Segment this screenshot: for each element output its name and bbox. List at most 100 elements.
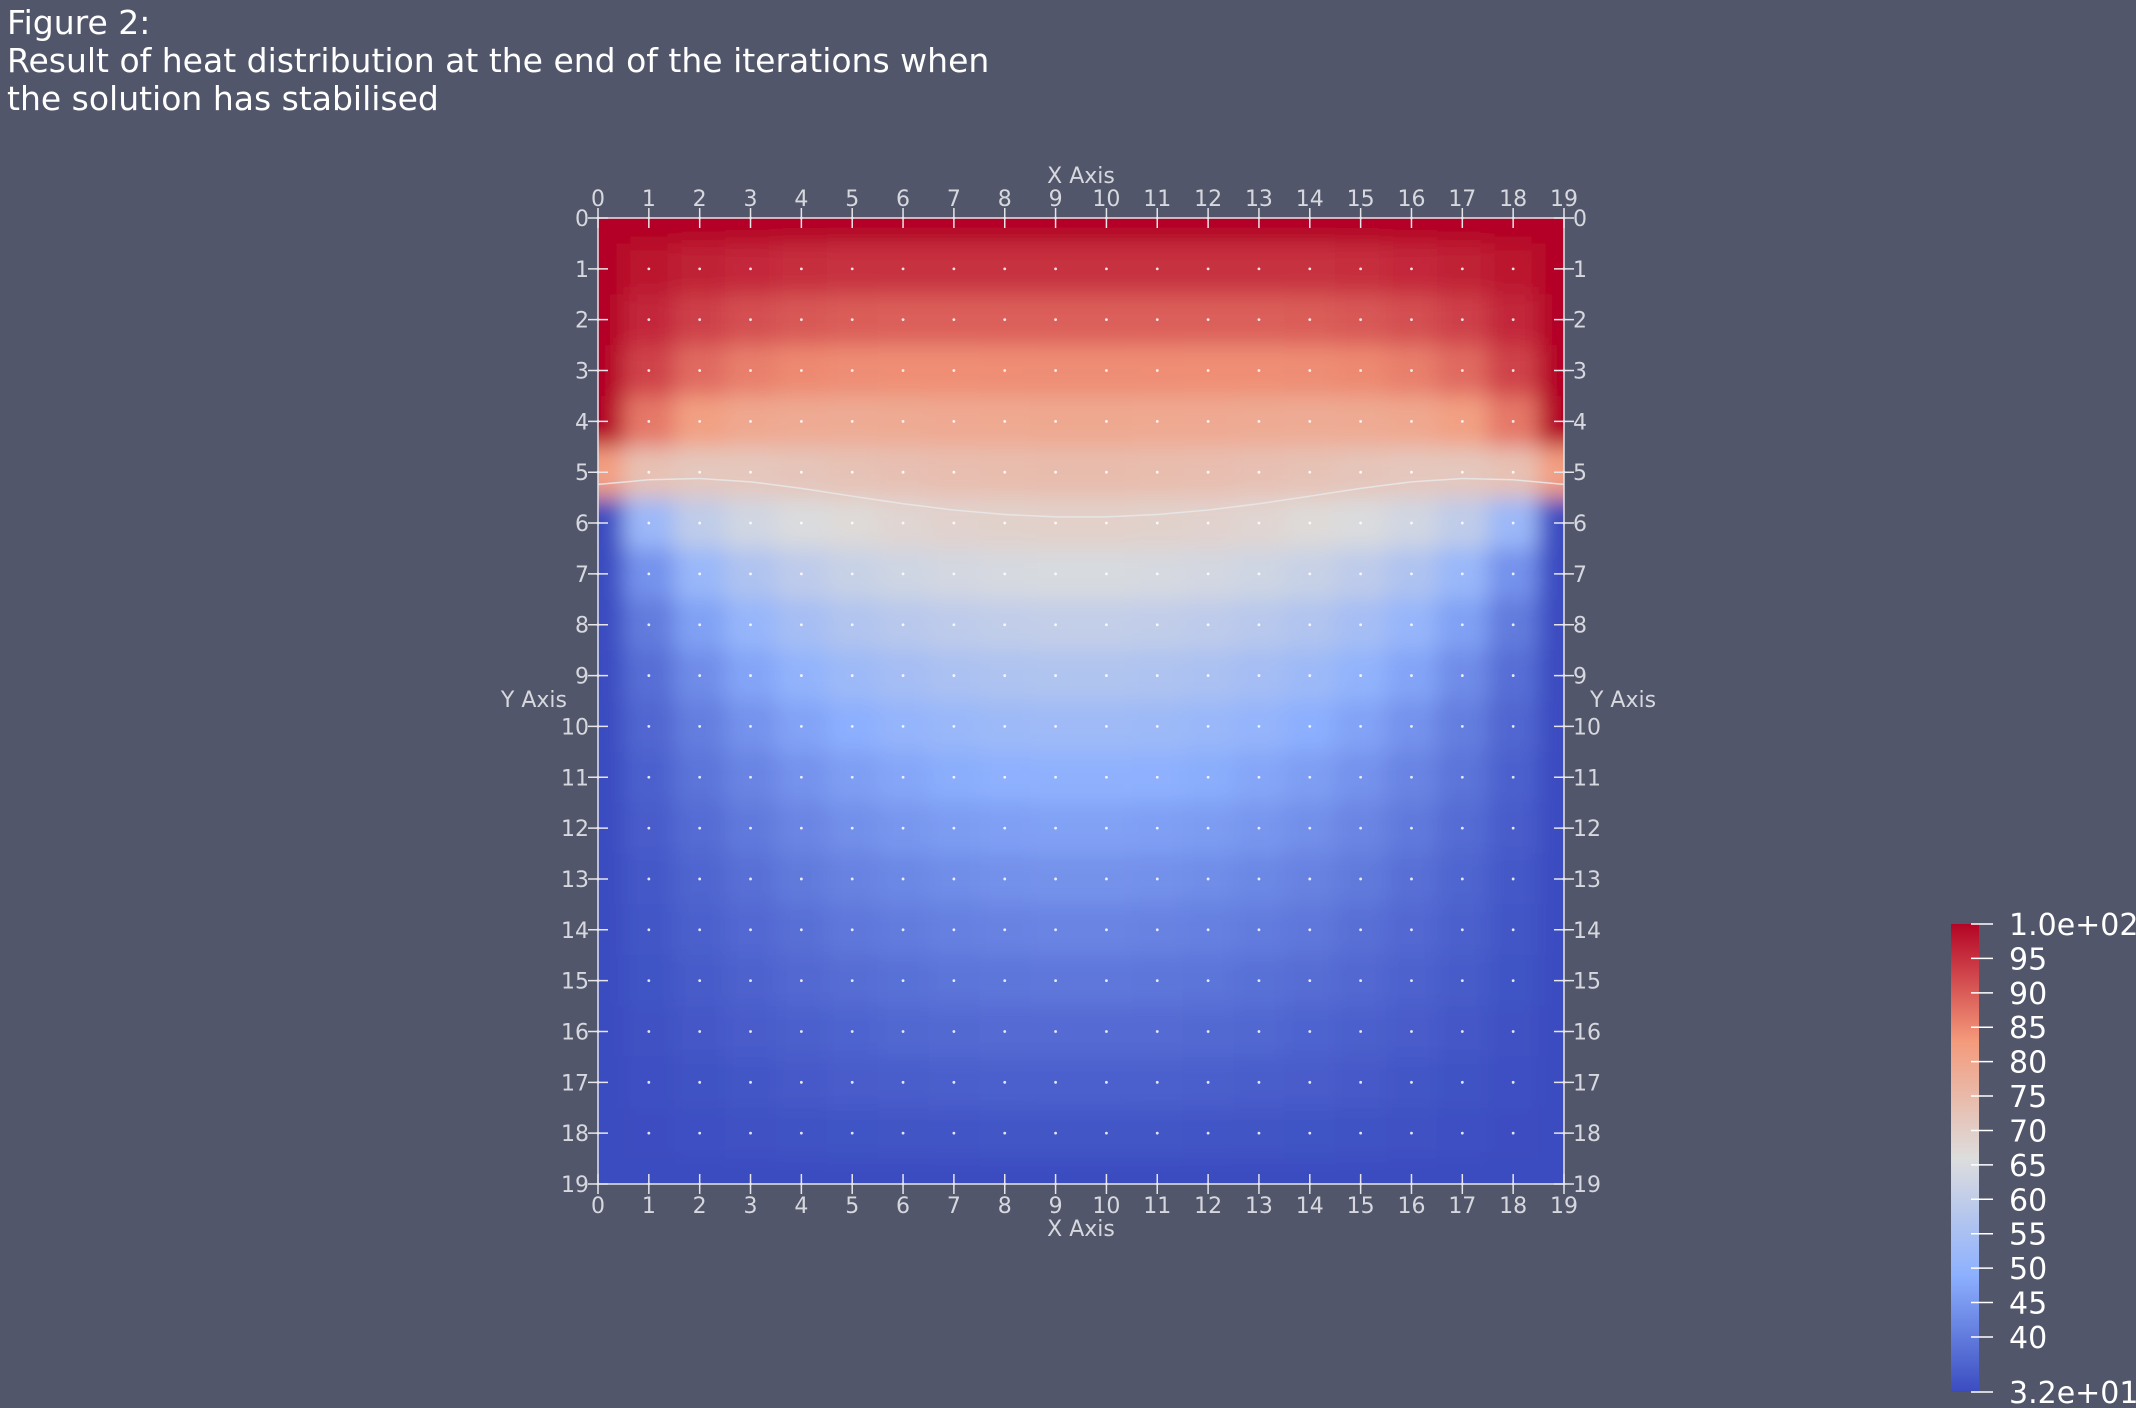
grid-point xyxy=(698,1080,702,1084)
grid-point xyxy=(1460,419,1464,423)
grid-point xyxy=(1308,419,1312,423)
grid-point xyxy=(1257,318,1261,322)
grid-point xyxy=(1003,623,1007,627)
grid-point xyxy=(799,369,803,372)
grid-point xyxy=(1206,877,1210,881)
figure-title: Figure 2: Result of heat distribution at… xyxy=(7,4,989,118)
y-tick-label-left: 17 xyxy=(561,1071,589,1096)
grid-point xyxy=(1105,369,1108,372)
grid-point xyxy=(1003,1030,1007,1033)
grid-point xyxy=(698,775,702,779)
y-tick-label-left: 2 xyxy=(575,309,589,334)
grid-point xyxy=(1206,826,1210,830)
grid-point xyxy=(1003,521,1007,525)
grid-point xyxy=(1460,877,1464,881)
x-tick-label-bottom: 12 xyxy=(1194,1194,1222,1219)
grid-point xyxy=(1155,826,1159,830)
grid-point xyxy=(1206,419,1210,423)
x-tick-label-top: 17 xyxy=(1448,187,1476,212)
grid-point xyxy=(1003,369,1007,372)
colorbar-label: 40 xyxy=(2009,1321,2047,1356)
y-tick-label-right: 16 xyxy=(1573,1020,1601,1045)
x-tick-label-top: 10 xyxy=(1092,187,1120,212)
grid-point xyxy=(1460,623,1464,627)
grid-point xyxy=(1257,521,1261,525)
grid-point xyxy=(952,877,956,881)
grid-point xyxy=(1206,369,1210,372)
grid-point xyxy=(1155,572,1159,576)
grid-point xyxy=(1105,318,1108,322)
colorbar-label: 95 xyxy=(2009,942,2047,977)
colorbar-label: 45 xyxy=(2009,1287,2047,1322)
grid-point xyxy=(850,267,854,271)
grid-point xyxy=(1359,1131,1363,1135)
x-tick-label-bottom: 6 xyxy=(896,1194,910,1219)
grid-point xyxy=(1359,725,1363,728)
grid-point xyxy=(952,1131,956,1135)
grid-point xyxy=(799,1131,803,1135)
grid-point xyxy=(850,623,854,627)
grid-point xyxy=(1359,826,1363,830)
grid-point xyxy=(1054,318,1057,322)
colorbar-label: 55 xyxy=(2009,1218,2047,1253)
grid-point xyxy=(1410,725,1413,728)
colorbar-label: 3.2e+01 xyxy=(2009,1376,2136,1408)
grid-point xyxy=(1410,979,1413,983)
contour-segment xyxy=(1208,503,1260,511)
y-tick-label-right: 12 xyxy=(1573,817,1601,842)
grid-point xyxy=(1105,826,1108,830)
y-tick-label-left: 7 xyxy=(575,563,589,588)
grid-point xyxy=(1206,725,1210,728)
heatmap-cell xyxy=(1538,1158,1564,1184)
grid-point xyxy=(1308,979,1312,983)
grid-point xyxy=(1003,1080,1007,1084)
y-tick-label-left: 1 xyxy=(575,258,589,283)
grid-point xyxy=(1410,521,1413,525)
grid-point xyxy=(698,1131,702,1135)
x-tick-label-bottom: 10 xyxy=(1092,1194,1120,1219)
grid-point xyxy=(799,470,803,474)
grid-point xyxy=(749,928,752,932)
grid-point xyxy=(850,674,854,677)
x-axis-title-bottom: X Axis xyxy=(1047,1217,1115,1242)
grid-point xyxy=(1359,1080,1363,1084)
grid-point xyxy=(1206,674,1210,677)
grid-point xyxy=(1410,470,1413,474)
y-tick-label-right: 4 xyxy=(1573,410,1587,435)
y-tick-label-left: 4 xyxy=(575,410,589,435)
grid-point xyxy=(799,1030,803,1033)
grid-point xyxy=(1308,928,1312,932)
grid-point xyxy=(901,470,905,474)
x-tick-label-top: 7 xyxy=(947,187,961,212)
contour-segment xyxy=(902,503,954,511)
y-axis-title-left: Y Axis xyxy=(500,688,567,713)
grid-point xyxy=(1359,928,1363,932)
grid-point xyxy=(1105,1080,1108,1084)
grid-point xyxy=(1410,572,1413,576)
grid-point xyxy=(1511,1030,1515,1033)
grid-point xyxy=(1308,470,1312,474)
grid-point xyxy=(1308,521,1312,525)
y-tick-label-left: 13 xyxy=(561,868,589,893)
grid-point xyxy=(799,267,803,271)
figure-title-line: the solution has stabilised xyxy=(7,79,439,118)
y-tick-label-left: 0 xyxy=(575,207,589,232)
grid-point xyxy=(850,521,854,525)
grid-point xyxy=(1105,623,1108,627)
grid-point xyxy=(850,1030,854,1033)
grid-point xyxy=(1054,470,1057,474)
colorbar-label: 65 xyxy=(2009,1149,2047,1184)
grid-point xyxy=(1054,369,1057,372)
y-tick-label-left: 15 xyxy=(561,970,589,995)
grid-point xyxy=(1308,826,1312,830)
grid-point xyxy=(1308,267,1312,271)
grid-point xyxy=(647,979,651,983)
grid-point xyxy=(698,318,702,322)
grid-point xyxy=(1003,725,1007,728)
grid-point xyxy=(1257,826,1261,830)
contour-segment xyxy=(1513,479,1564,486)
contour-segment xyxy=(1258,495,1310,505)
grid-point xyxy=(749,521,752,525)
contour-segment xyxy=(801,487,853,497)
grid-point xyxy=(1308,1030,1312,1033)
